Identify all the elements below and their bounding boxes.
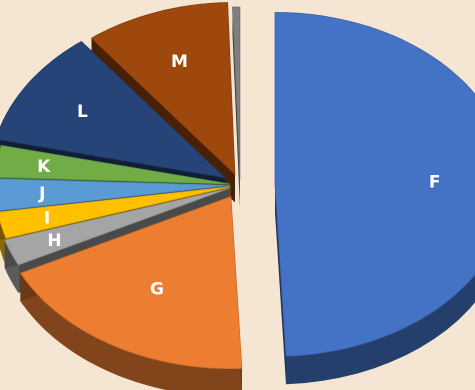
pie-slice-K [0, 144, 231, 185]
pie-slice-L [0, 41, 227, 179]
pie-slice-G [19, 196, 243, 369]
pie-slice-I [0, 186, 231, 239]
pie-slice-N [232, 6, 241, 180]
pie-rim-G [20, 273, 242, 390]
pie-label-G: G [150, 280, 164, 300]
pie-label-L: L [77, 102, 88, 122]
pie-label-J: J [38, 184, 45, 204]
pie-label-H: H [47, 231, 61, 251]
pie-slice-M [90, 2, 236, 176]
pie-label-M: M [171, 52, 188, 72]
pie-slice-H [4, 188, 230, 266]
pie-wall-F [274, 184, 287, 385]
pie-slice-F [274, 11, 475, 357]
pie-label-F: F [429, 173, 441, 193]
pie-slice-tops [0, 2, 475, 369]
pie-label-K: K [37, 157, 51, 177]
pie-label-I: I [44, 209, 50, 229]
pie-slice-J [0, 178, 231, 212]
pie-label-N: N [229, 0, 243, 1]
